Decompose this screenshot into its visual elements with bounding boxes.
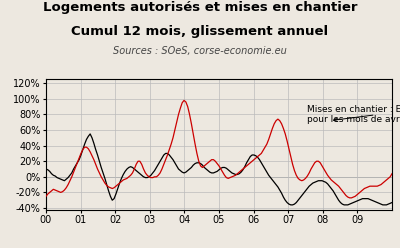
- Text: Sources : SOeS, corse-economie.eu: Sources : SOeS, corse-economie.eu: [113, 46, 287, 56]
- Text: Cumul 12 mois, glissement annuel: Cumul 12 mois, glissement annuel: [72, 25, 328, 38]
- Legend: Autorisations, Mises en chantier: Autorisations, Mises en chantier: [93, 244, 345, 248]
- Text: Logements autorisés et mises en chantier: Logements autorisés et mises en chantier: [43, 1, 357, 14]
- Text: Mises en chantier : Estimation
pour les mois de avril à juillet: Mises en chantier : Estimation pour les …: [307, 105, 400, 124]
